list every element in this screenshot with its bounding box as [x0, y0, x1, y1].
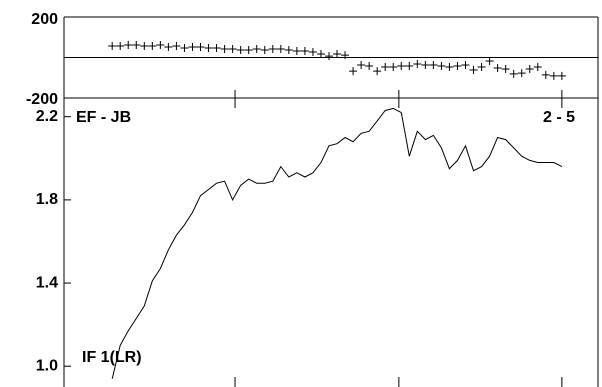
annotation: 2 - 5 — [543, 109, 575, 126]
y-tick-label: 2.2 — [36, 108, 58, 125]
point — [381, 63, 390, 72]
point — [292, 47, 301, 56]
point — [373, 67, 382, 76]
point — [140, 41, 149, 50]
point — [413, 59, 422, 68]
point — [461, 60, 470, 69]
y-tick-label: 1.0 — [36, 357, 58, 374]
point — [453, 62, 462, 71]
point — [477, 63, 486, 72]
point — [132, 40, 141, 49]
annotation: EF - JB — [76, 109, 131, 126]
point — [429, 60, 438, 69]
point — [549, 71, 558, 80]
point — [324, 52, 333, 61]
point — [180, 43, 189, 52]
point — [365, 62, 374, 71]
point — [300, 47, 309, 56]
point — [188, 42, 197, 51]
point — [357, 60, 366, 69]
point — [517, 69, 526, 78]
point — [533, 63, 542, 72]
point — [260, 46, 269, 55]
point — [244, 46, 253, 55]
point — [172, 41, 181, 50]
point — [437, 62, 446, 71]
point — [236, 46, 245, 55]
point — [405, 62, 414, 71]
line-series — [111, 107, 563, 379]
point — [389, 63, 398, 72]
annotation: IF 1(LR) — [82, 349, 142, 366]
y-tick-label: 1.8 — [36, 191, 58, 208]
point — [228, 44, 237, 53]
point — [164, 42, 173, 51]
point — [252, 44, 261, 53]
point — [469, 66, 478, 75]
point — [204, 43, 213, 52]
point — [308, 48, 317, 57]
point — [485, 56, 494, 65]
point — [557, 71, 566, 80]
point — [196, 42, 205, 51]
point — [116, 41, 125, 50]
point — [501, 65, 510, 74]
y-tick-label: 1.4 — [36, 274, 58, 291]
point — [156, 40, 165, 49]
point — [349, 67, 358, 76]
point — [108, 41, 117, 50]
point — [212, 43, 221, 52]
point — [525, 65, 534, 74]
point — [276, 44, 285, 53]
point — [148, 41, 157, 50]
point — [220, 44, 229, 53]
y-tick-label: -200 — [26, 91, 58, 108]
point — [284, 46, 293, 55]
point — [541, 70, 550, 79]
point — [268, 44, 277, 53]
point — [316, 50, 325, 59]
point — [445, 63, 454, 72]
point — [333, 50, 342, 59]
y-tick-label: 200 — [31, 11, 58, 28]
point — [421, 60, 430, 69]
point — [341, 51, 350, 60]
point — [509, 69, 518, 78]
point — [397, 62, 406, 71]
point — [124, 40, 133, 49]
point — [493, 64, 502, 73]
